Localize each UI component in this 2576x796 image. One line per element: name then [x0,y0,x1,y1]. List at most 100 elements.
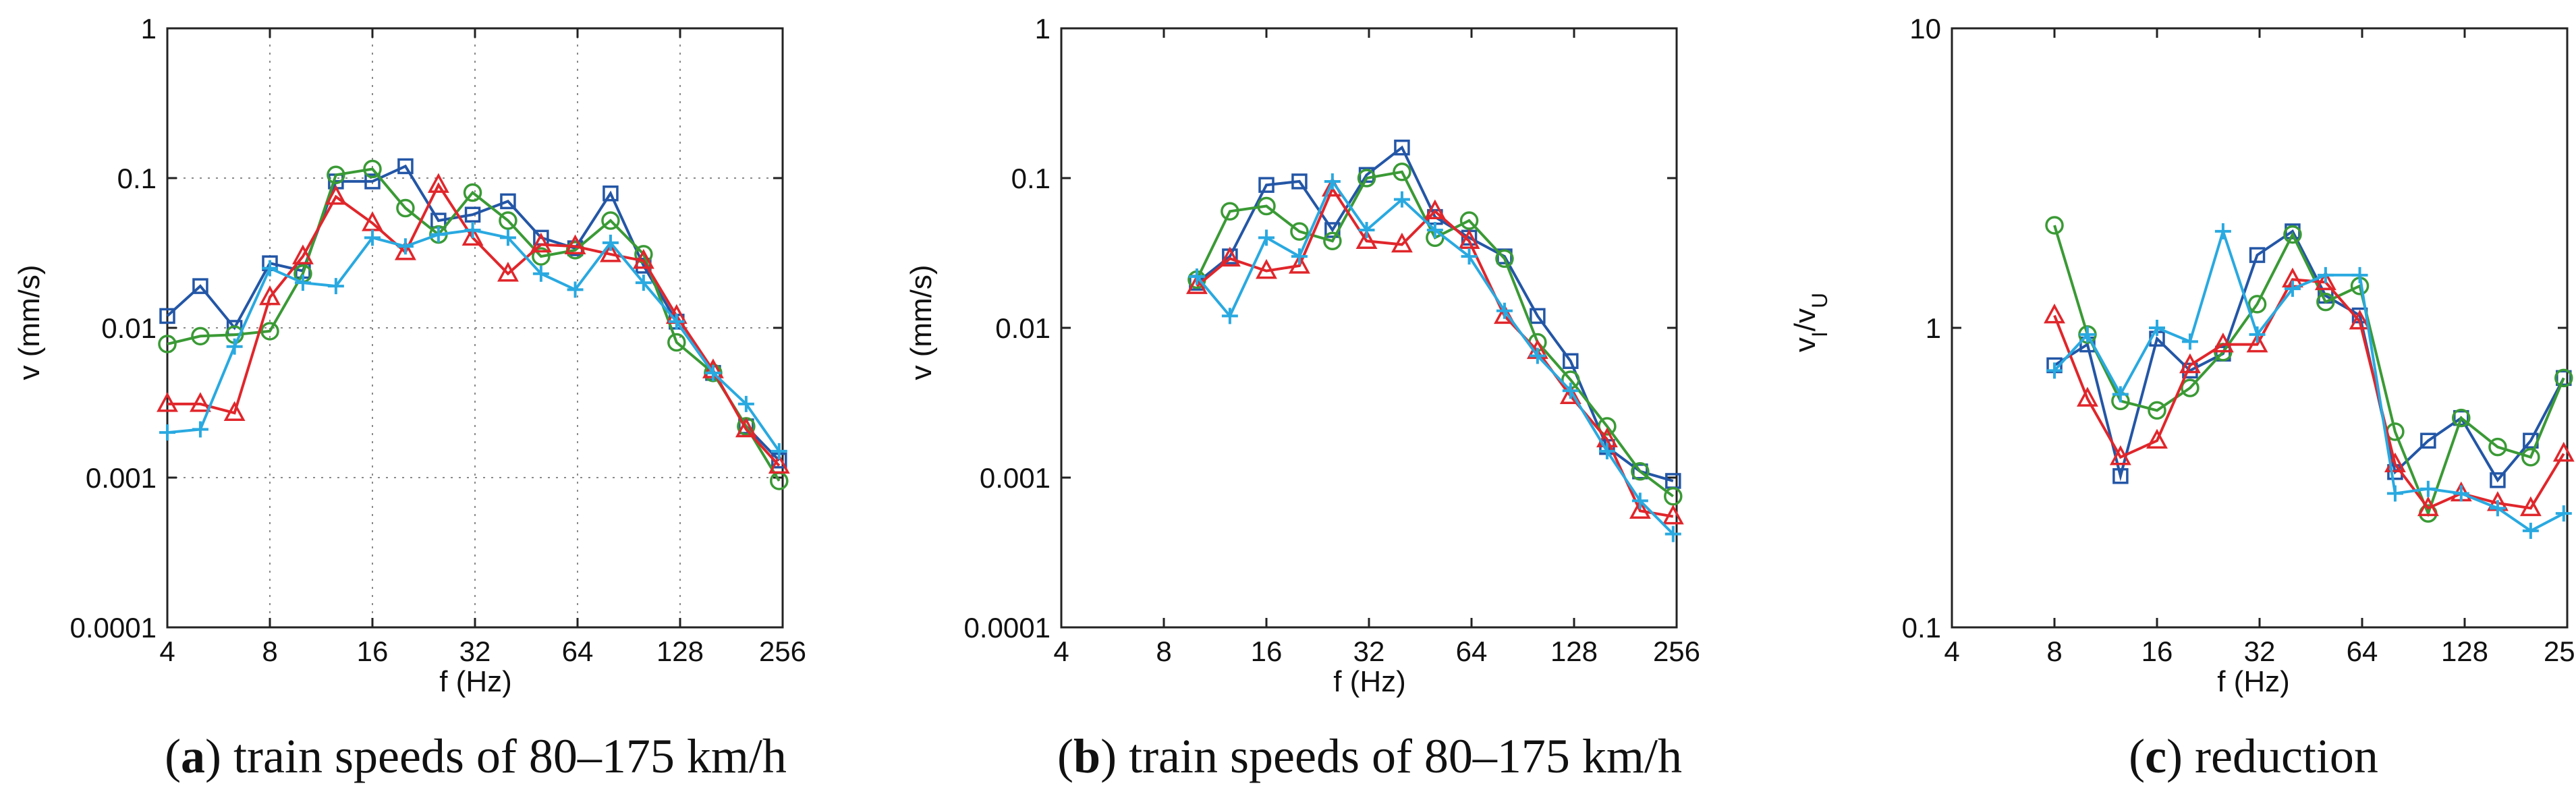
series-line [167,167,781,482]
data-point [532,247,551,266]
data-point [1664,486,1683,506]
data-point [1221,202,1239,221]
data-point [2521,447,2540,467]
data-point [363,159,382,179]
y-tick-label: 10 [1909,13,1941,45]
data-point [2246,332,2268,353]
panel-a: v (mm/s) f (Hz) (a) train speeds of 80–1… [13,13,806,783]
data-point [1461,248,1478,265]
data-point [2519,496,2542,517]
data-point [532,265,549,282]
data-point [2076,387,2098,407]
data-point [1258,177,1275,193]
data-point [2386,485,2403,502]
data-point [2214,223,2231,239]
data-point [632,249,654,269]
data-point [1629,499,1651,519]
x-tick-label: 128 [2441,635,2488,667]
data-point [635,275,652,291]
data-point [1495,249,1514,268]
series-line [1196,186,1674,518]
data-point [260,322,279,341]
data-point [2314,270,2336,291]
data-point [463,183,482,202]
data-point [2556,370,2572,387]
data-point [1219,246,1241,267]
series-cyan-plus [2046,223,2572,539]
data-point [464,221,481,238]
data-point [1458,229,1480,250]
caption-text: train speeds of 80–175 km/h [1129,729,1682,783]
data-point [2283,225,2302,244]
caption: (a) train speeds of 80–175 km/h [165,729,787,783]
caption-letter: c [2145,729,2166,783]
data-point [2522,522,2539,539]
data-point [223,401,246,421]
data-point [2316,292,2335,312]
x-tick-label: 32 [459,635,491,667]
data-point [2489,500,2506,517]
data-point [461,225,484,246]
x-tick-label: 256 [1653,635,1700,667]
data-point [192,421,208,438]
data-point [394,240,416,260]
x-tick-label: 64 [1456,635,1488,667]
data-point [1562,382,1579,399]
data-point [2349,309,2371,330]
data-point [158,335,177,353]
svg-text:(b) train speeds of 80–175 km/: (b) train speeds of 80–175 km/h [1057,729,1682,783]
x-tick-label: 32 [1353,635,1385,667]
data-point [397,158,414,175]
data-point [2419,480,2436,497]
data-point [1632,463,1648,480]
y-tick-label: 0.1 [117,163,157,194]
x-axis-label: f (Hz) [2217,665,2290,698]
svg-text:vI/vU: vI/vU [1789,293,1832,352]
data-point [497,262,519,282]
data-point [2420,432,2436,449]
data-point [2249,247,2266,263]
panel-c: vI/vU f (Hz) (c) reduction 4 8 16 32 64 128 25… [1789,13,2576,783]
svg-text:(c) reduction: (c) reduction [2129,729,2378,783]
data-point [1358,221,1375,238]
panel-b: v (mm/s) f (Hz) (b) train speeds of 80–1… [905,13,1700,783]
x-tick-label: 64 [562,635,594,667]
data-point [530,232,552,253]
data-point [564,234,586,254]
data-point [2148,401,2166,420]
x-tick-label: 4 [159,635,175,667]
data-point [1290,222,1309,241]
x-tick-label: 4 [1053,635,1069,667]
data-point [2112,467,2129,484]
data-point [1221,308,1238,324]
data-point [191,326,210,346]
series-red-triangle [2044,267,2575,517]
data-point [599,242,621,262]
data-point [430,226,447,243]
x-axis-label: f (Hz) [1333,665,1406,698]
data-point [768,453,790,474]
data-point [226,338,243,355]
data-point [2079,326,2096,343]
data-point [1188,268,1205,285]
data-point [668,313,685,330]
x-tick-label: 128 [1550,635,1598,667]
y-tick-label: 1 [1035,13,1051,45]
series-line [166,164,781,462]
x-tick-label: 4 [1944,635,1959,667]
data-point [1559,384,1581,404]
x-tick-label: 256 [2544,635,2576,667]
y-axis-label: v (mm/s) [13,264,46,380]
data-point [499,211,517,230]
series-cyan-plus [1188,173,1681,542]
series-cyan-plus [159,221,787,459]
x-tick-label: 64 [2347,635,2378,667]
data-point [2109,445,2131,465]
data-point [1324,173,1341,190]
data-point [1631,462,1650,481]
series-line [2053,225,2565,517]
data-point [294,275,311,291]
caption-text: reduction [2195,729,2378,783]
data-point [2453,485,2469,502]
x-tick-label: 256 [759,635,806,667]
